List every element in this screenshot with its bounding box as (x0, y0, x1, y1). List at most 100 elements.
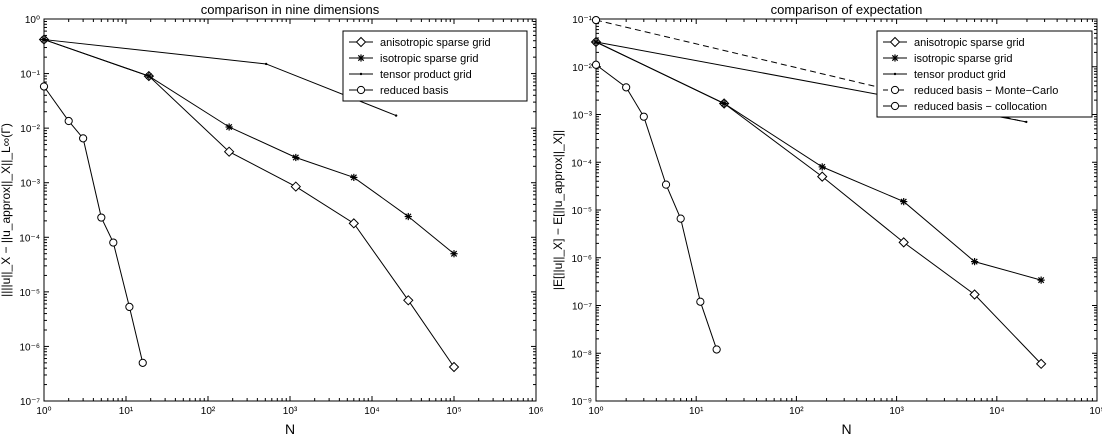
data-point (818, 163, 826, 171)
data-point (622, 83, 631, 92)
data-point (1025, 120, 1028, 124)
x-tick-label: 10³ (283, 406, 298, 417)
legend-entry: reduced basis − Monte−Carlo (914, 85, 1058, 97)
legend-marker (356, 85, 366, 95)
x-tick-label: 10¹ (119, 406, 134, 417)
y-axis-label: |E[||u||_X] − E[||u_approx||_X]| (551, 130, 565, 290)
data-point (403, 295, 414, 306)
data-point (97, 213, 106, 222)
y-tick-label: 10⁻¹ (572, 15, 592, 26)
legend: anisotropic sparse grid isotropic sparse … (876, 30, 1093, 118)
series-star (592, 38, 1045, 284)
y-tick-label: 10⁻⁸ (571, 349, 592, 360)
data-point (350, 173, 358, 182)
x-tick-label: 10² (789, 406, 804, 417)
legend-marker (891, 54, 899, 62)
legend-marker (890, 101, 900, 111)
x-tick-label: 10¹ (689, 406, 704, 417)
x-tick-label: 10⁵ (1089, 406, 1102, 417)
x-tick-label: 10³ (889, 406, 904, 417)
series-circle (591, 60, 721, 354)
series-circle (591, 15, 1025, 123)
data-point (696, 297, 705, 306)
x-tick-label: 10⁰ (588, 406, 603, 417)
data-point (900, 197, 908, 206)
y-tick-label: 10⁻⁴ (571, 158, 592, 169)
series-star (40, 35, 458, 258)
y-tick-label: 10⁻² (572, 63, 592, 74)
legend-entry: anisotropic sparse grid (380, 37, 491, 49)
x-tick-label: 10⁶ (528, 406, 543, 417)
data-point (1037, 276, 1045, 284)
data-point (404, 212, 412, 221)
legend-entry: tensor product grid (914, 69, 1006, 81)
data-point (448, 361, 460, 373)
legend-entry: reduced basis − collocation (914, 101, 1047, 113)
data-point (450, 250, 458, 258)
data-point (970, 258, 979, 266)
legend-entry: isotropic sparse grid (380, 53, 478, 65)
x-axis-label: N (841, 421, 851, 437)
data-point (79, 134, 88, 143)
legend-marker (890, 85, 900, 95)
data-point (661, 180, 671, 189)
chart-title: comparison of expectation (771, 2, 923, 17)
legend-marker (357, 54, 365, 62)
y-tick-label: 10⁻⁴ (19, 233, 40, 244)
legend-entry: reduced basis (380, 85, 449, 97)
legend-box (876, 30, 1093, 118)
data-point (225, 123, 233, 131)
data-point (42, 38, 46, 41)
data-point (639, 112, 648, 121)
data-point (223, 146, 235, 157)
y-tick-label: 10⁻² (20, 124, 40, 135)
series-line (595, 19, 1025, 123)
legend: anisotropic sparse grid isotropic sparse … (342, 30, 528, 102)
legend-entry: anisotropic sparse grid (914, 37, 1025, 49)
legend-marker (889, 36, 901, 48)
data-point (394, 114, 398, 117)
data-point (64, 116, 73, 126)
x-tick-label: 10⁴ (364, 406, 379, 417)
data-point (720, 99, 728, 108)
y-tick-label: 10⁻⁷ (20, 397, 40, 408)
x-tick-label: 10⁰ (36, 406, 51, 417)
data-point (591, 60, 601, 69)
legend-entry: tensor product grid (380, 69, 472, 81)
series-line (595, 41, 1042, 281)
data-point (109, 238, 118, 247)
data-point (348, 218, 360, 229)
chart-right: 10⁰ 10¹ 10² 10³ 10⁴ 10⁵ 10⁻⁹ 10⁻⁸ 10⁻⁷ 10⁻⁶ 10⁻⁵ 10… (551, 2, 1102, 437)
y-tick-label: 10⁻⁶ (19, 342, 40, 353)
legend-marker (359, 72, 363, 76)
legend-marker (355, 36, 367, 48)
data-point (138, 358, 147, 367)
data-point (591, 15, 601, 25)
data-point (292, 153, 300, 162)
legend-entry: isotropic sparse grid (914, 53, 1012, 65)
x-tick-label: 10² (201, 406, 216, 417)
y-tick-label: 10⁻³ (20, 179, 40, 190)
data-point (898, 237, 909, 248)
x-tick-label: 10⁵ (446, 406, 461, 417)
y-tick-label: 10⁻¹ (20, 70, 40, 81)
data-point (712, 345, 721, 354)
data-point (39, 82, 49, 91)
y-tick-label: 10⁻³ (572, 111, 592, 122)
legend-marker (893, 72, 897, 76)
x-tick-label: 10⁴ (989, 406, 1004, 417)
y-tick-label: 10⁰ (25, 15, 40, 26)
y-tick-label: 10⁻⁵ (19, 288, 40, 299)
y-tick-label: 10⁻⁹ (571, 397, 592, 408)
chart-title: comparison in nine dimensions (201, 2, 380, 17)
data-point (264, 62, 268, 66)
data-point (817, 171, 828, 182)
data-point (594, 40, 598, 44)
y-tick-label: 10⁻⁶ (571, 254, 592, 265)
x-axis-label: N (285, 421, 295, 437)
data-point (1035, 358, 1047, 370)
data-point (676, 214, 685, 223)
data-point (290, 181, 302, 192)
